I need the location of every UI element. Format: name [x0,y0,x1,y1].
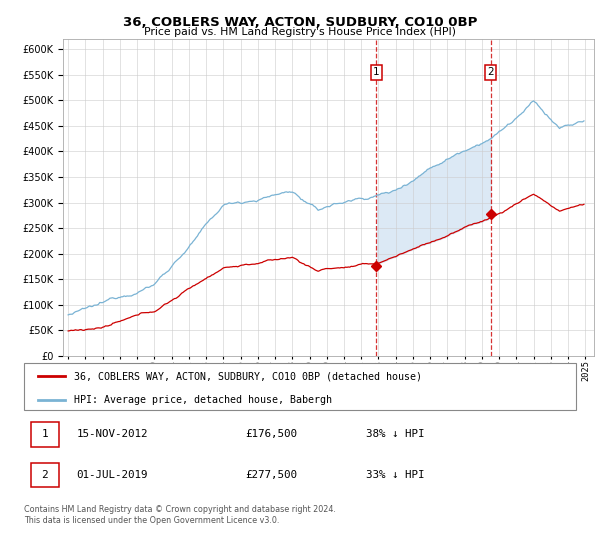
Text: £277,500: £277,500 [245,470,297,480]
Text: 01-JUL-2019: 01-JUL-2019 [76,470,148,480]
Text: 38% ↓ HPI: 38% ↓ HPI [366,430,425,440]
Text: 33% ↓ HPI: 33% ↓ HPI [366,470,425,480]
FancyBboxPatch shape [24,363,576,410]
Text: 15-NOV-2012: 15-NOV-2012 [76,430,148,440]
FancyBboxPatch shape [31,463,59,487]
Text: £176,500: £176,500 [245,430,297,440]
Text: Contains HM Land Registry data © Crown copyright and database right 2024.
This d: Contains HM Land Registry data © Crown c… [24,505,336,525]
Text: 2: 2 [487,67,494,77]
Text: 2: 2 [41,470,49,480]
Text: 1: 1 [41,430,49,440]
Text: 36, COBLERS WAY, ACTON, SUDBURY, CO10 0BP (detached house): 36, COBLERS WAY, ACTON, SUDBURY, CO10 0B… [74,371,422,381]
Text: Price paid vs. HM Land Registry's House Price Index (HPI): Price paid vs. HM Land Registry's House … [144,27,456,37]
Text: 36, COBLERS WAY, ACTON, SUDBURY, CO10 0BP: 36, COBLERS WAY, ACTON, SUDBURY, CO10 0B… [123,16,477,29]
FancyBboxPatch shape [31,422,59,446]
Text: HPI: Average price, detached house, Babergh: HPI: Average price, detached house, Babe… [74,395,332,405]
Text: 1: 1 [373,67,380,77]
